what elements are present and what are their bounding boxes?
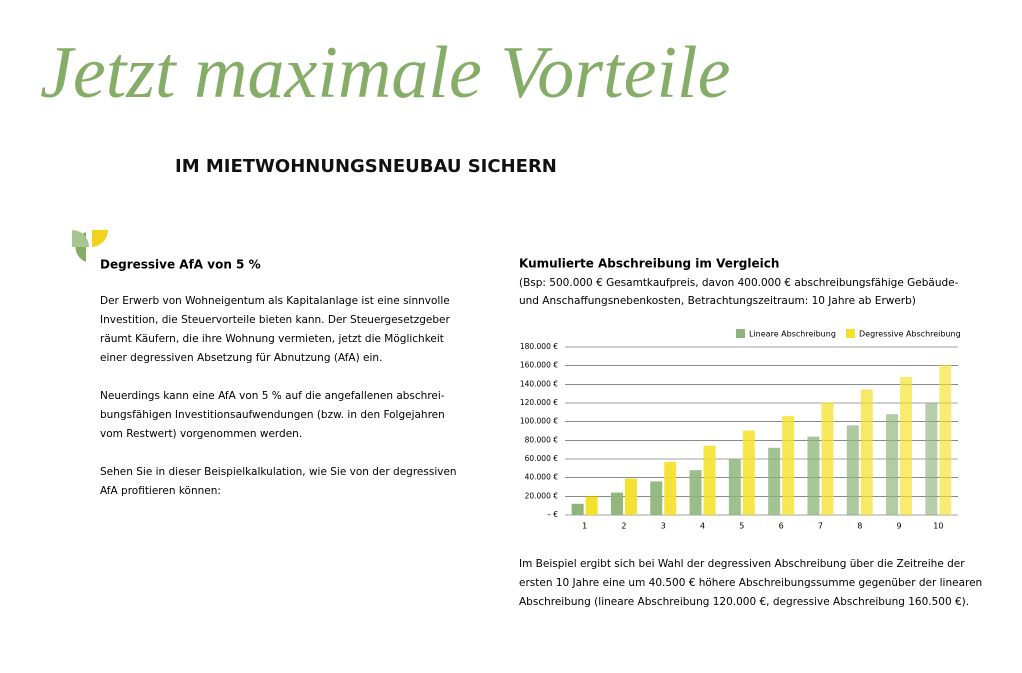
legend-swatch bbox=[846, 329, 855, 338]
bar bbox=[689, 470, 702, 515]
x-tick-label: 4 bbox=[700, 522, 705, 531]
paragraph-line: Sehen Sie in dieser Beispielkalkulation,… bbox=[100, 466, 457, 478]
paragraph-line: einer degressiven Absetzung für Abnutzun… bbox=[100, 352, 382, 364]
bar bbox=[846, 425, 859, 515]
y-tick-label: 140.000 € bbox=[520, 379, 558, 388]
paragraph-line: vom Restwert) vorgenommen werden. bbox=[100, 428, 302, 440]
x-tick-label: 8 bbox=[857, 522, 862, 531]
bar bbox=[886, 414, 899, 515]
bar bbox=[571, 503, 584, 515]
footer-line: Abschreibung (lineare Abschreibung 120.0… bbox=[519, 596, 969, 608]
bar bbox=[728, 459, 741, 515]
x-tick-label: 6 bbox=[779, 522, 784, 531]
y-tick-label: 120.000 € bbox=[520, 398, 558, 407]
y-tick-label: – € bbox=[547, 510, 558, 519]
y-tick-label: 100.000 € bbox=[520, 417, 558, 426]
paragraph-line: Investition, die Steuervorteile bieten k… bbox=[100, 314, 450, 326]
legend-label: Lineare Abschreibung bbox=[749, 330, 836, 339]
bar bbox=[624, 478, 637, 515]
bar bbox=[768, 447, 781, 515]
paragraph-line: Der Erwerb von Wohneigentum als Kapitala… bbox=[100, 295, 450, 307]
chart-subtitle: und Anschaffungsnebenkosten, Betrachtung… bbox=[519, 295, 916, 307]
bar bbox=[782, 416, 795, 515]
bar bbox=[585, 496, 598, 515]
paragraph-line: räumt Käufern, die ihre Wohnung vermiete… bbox=[100, 333, 444, 345]
paragraph-line: Neuerdings kann eine AfA von 5 % auf die… bbox=[100, 390, 445, 402]
bar bbox=[703, 445, 716, 515]
left-text: Der Erwerb von Wohneigentum als Kapitala… bbox=[100, 295, 457, 497]
footer-line: Im Beispiel ergibt sich bei Wahl der deg… bbox=[519, 558, 965, 570]
paragraph-line: bungsfähigen Investitionsaufwendungen (b… bbox=[100, 409, 445, 421]
y-tick-label: 160.000 € bbox=[520, 361, 558, 370]
x-tick-label: 10 bbox=[933, 522, 943, 531]
x-tick-label: 3 bbox=[661, 522, 666, 531]
x-tick-label: 5 bbox=[739, 522, 744, 531]
y-tick-label: 180.000 € bbox=[520, 342, 558, 351]
subtitle: IM MIETWOHNUNGSNEUBAU SICHERN bbox=[175, 156, 557, 177]
x-tick-label: 7 bbox=[818, 522, 823, 531]
bar bbox=[807, 436, 820, 515]
x-tick-label: 9 bbox=[897, 522, 902, 531]
bar bbox=[821, 402, 834, 515]
legend-label: Degressive Abschreibung bbox=[859, 330, 961, 339]
footer-line: ersten 10 Jahre eine um 40.500 € höhere … bbox=[519, 577, 982, 589]
bar bbox=[860, 389, 873, 515]
bar bbox=[742, 430, 755, 515]
bar bbox=[925, 403, 938, 515]
chart-title: Kumulierte Abschreibung im Vergleich bbox=[519, 257, 779, 271]
chart-subtitle: (Bsp: 500.000 € Gesamtkaufpreis, davon 4… bbox=[519, 277, 959, 289]
footer-text: Im Beispiel ergibt sich bei Wahl der deg… bbox=[519, 558, 982, 608]
bar bbox=[664, 461, 677, 515]
script-title: Jetzt maximale Vorteile bbox=[40, 32, 730, 114]
bar bbox=[610, 492, 623, 515]
y-tick-label: 60.000 € bbox=[525, 454, 559, 463]
y-tick-label: 40.000 € bbox=[525, 473, 559, 482]
x-tick-label: 1 bbox=[582, 522, 587, 531]
x-tick-label: 2 bbox=[621, 522, 626, 531]
bar bbox=[939, 365, 952, 515]
chart: (Bsp: 500.000 € Gesamtkaufpreis, davon 4… bbox=[519, 277, 961, 531]
logo-icon bbox=[72, 230, 109, 262]
section-heading: Degressive AfA von 5 % bbox=[100, 258, 261, 272]
bar bbox=[900, 376, 913, 515]
bar bbox=[650, 481, 663, 515]
legend-swatch bbox=[736, 329, 745, 338]
y-tick-label: 80.000 € bbox=[525, 435, 559, 444]
y-tick-label: 20.000 € bbox=[525, 491, 559, 500]
paragraph-line: AfA profitieren können: bbox=[100, 485, 221, 497]
